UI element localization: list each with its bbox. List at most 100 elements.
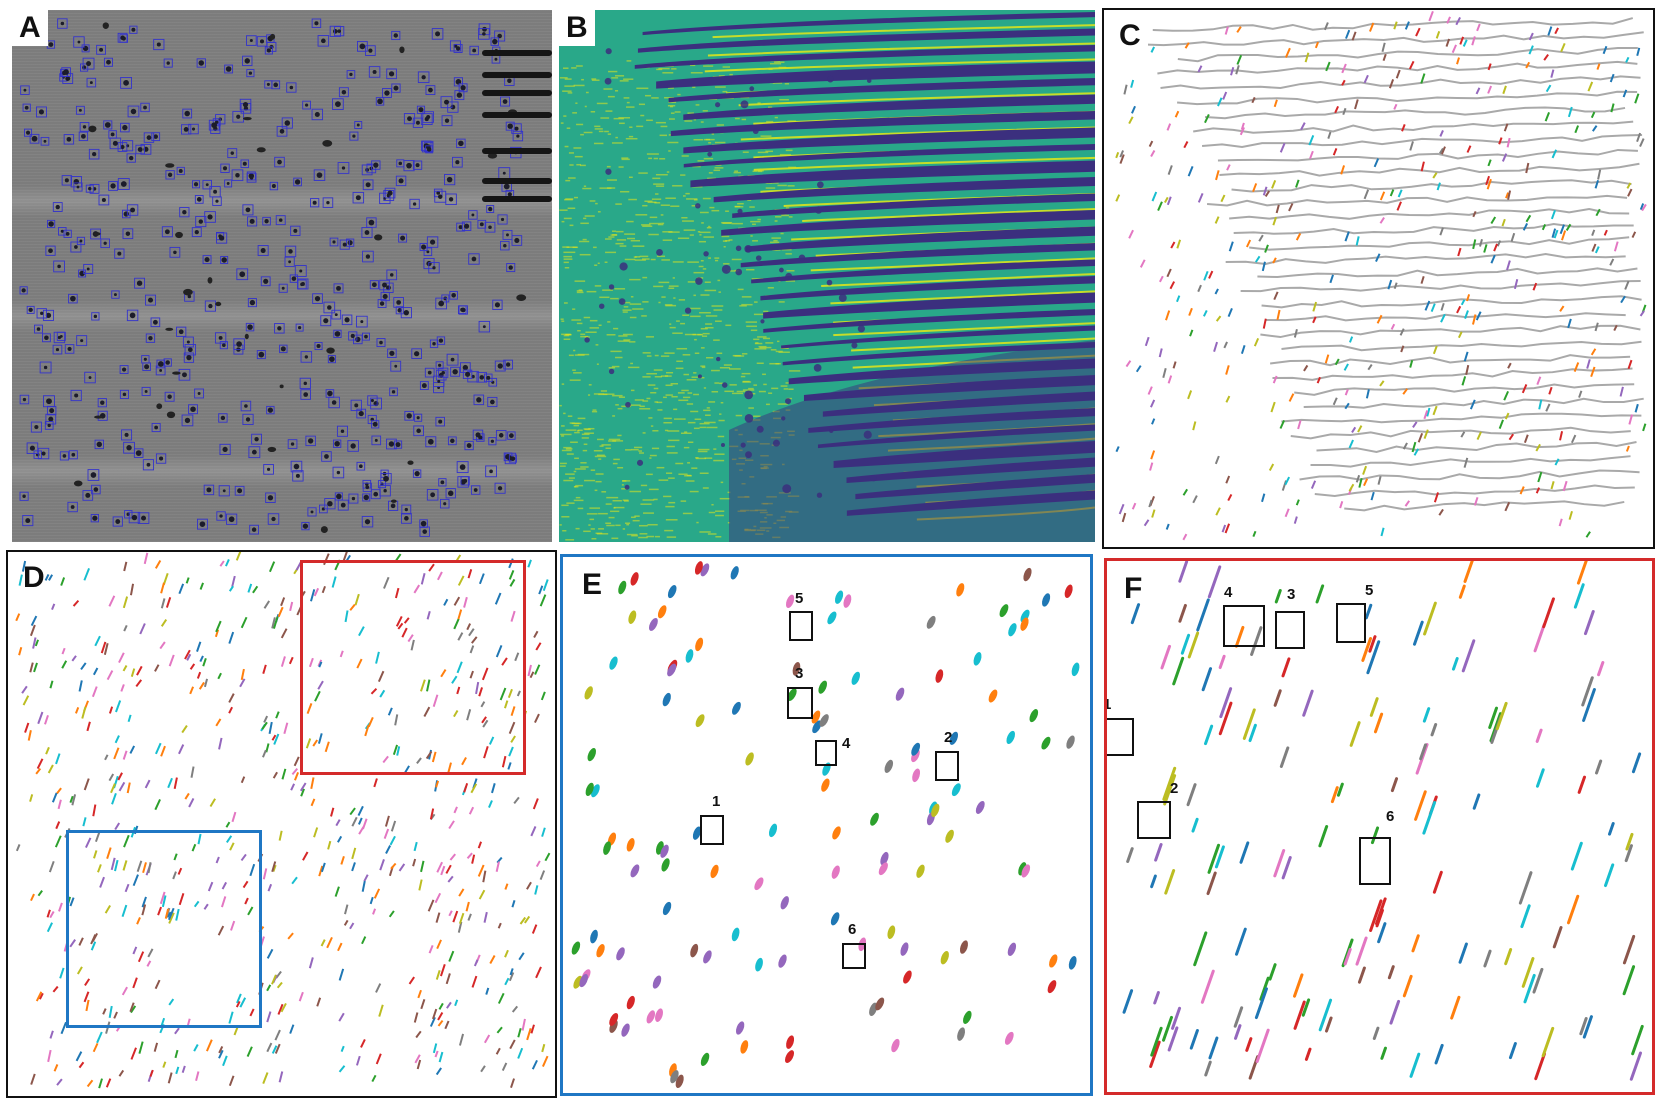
bright-speckle — [563, 334, 570, 337]
track-segment — [1446, 16, 1451, 24]
particle — [438, 372, 444, 378]
particle — [106, 59, 111, 65]
particle — [73, 178, 80, 185]
track-segment — [1150, 149, 1156, 157]
bright-speckle — [589, 518, 595, 521]
detection-box — [97, 398, 107, 408]
particle — [67, 346, 72, 352]
bright-speckle — [660, 204, 670, 206]
contour-line — [1219, 162, 1640, 177]
particle — [85, 492, 91, 498]
detection-box — [450, 366, 461, 377]
bright-speckle — [634, 259, 646, 261]
bright-speckle — [752, 223, 756, 226]
detection-box — [485, 465, 497, 478]
bright-speckle — [711, 209, 720, 212]
particle — [314, 21, 319, 26]
dark-dot — [695, 203, 701, 209]
particle — [131, 514, 138, 521]
bright-speckle — [615, 203, 622, 205]
bright-speckle — [699, 422, 710, 425]
track-segment — [471, 636, 478, 644]
detection-box — [445, 193, 457, 206]
track-segment — [1351, 31, 1357, 41]
bright-edge — [802, 207, 1095, 222]
track-segment — [1503, 390, 1510, 401]
track-blob — [646, 1010, 656, 1024]
track-segment — [1535, 728, 1543, 743]
particle — [497, 486, 503, 491]
bright-speckle — [669, 326, 676, 329]
bright-speckle — [574, 486, 579, 488]
track-segment — [1348, 483, 1355, 492]
bright-speckle — [719, 413, 722, 415]
track-segment — [49, 1030, 54, 1039]
bright-speckle — [630, 296, 634, 298]
particle — [459, 464, 466, 470]
track-segment — [1293, 1000, 1306, 1030]
bright-speckle — [642, 499, 655, 501]
track-segment — [1368, 635, 1377, 653]
bright-speckle — [666, 445, 675, 448]
track-segment — [267, 883, 273, 892]
particle — [365, 182, 371, 188]
track-segment — [277, 1003, 284, 1015]
bright-speckle — [702, 335, 708, 337]
particle — [167, 172, 173, 178]
particle — [243, 116, 252, 121]
detection-box — [470, 485, 481, 495]
dark-dot — [830, 290, 836, 296]
track-segment — [526, 1028, 532, 1041]
track-segment — [274, 1043, 281, 1054]
track-segment — [1387, 965, 1395, 980]
track-segment — [388, 910, 395, 918]
bright-speckle — [762, 337, 770, 340]
particle — [393, 85, 399, 91]
track-segment — [1184, 42, 1190, 49]
detection-box — [246, 172, 257, 183]
bright-speckle — [703, 409, 711, 412]
bright-speckle — [672, 261, 684, 263]
particle — [464, 223, 470, 229]
detection-box — [119, 365, 129, 375]
detection-box — [412, 469, 422, 478]
particle — [382, 282, 387, 288]
bright-speckle — [704, 281, 711, 283]
track-segment — [1370, 826, 1380, 845]
particle — [266, 467, 271, 471]
track-segment — [166, 911, 172, 918]
bright-speckle — [663, 421, 673, 424]
bright-speckle — [611, 537, 619, 540]
track-segment — [1135, 365, 1142, 373]
particle — [48, 248, 53, 254]
track-segment — [291, 876, 298, 885]
particle — [398, 178, 404, 184]
bright-speckle — [677, 93, 681, 96]
bright-speckle — [573, 499, 584, 502]
track-segment — [1164, 869, 1176, 895]
bright-speckle — [741, 118, 747, 121]
particle — [316, 172, 323, 178]
dark-stripe — [732, 193, 1095, 218]
detection-box — [361, 515, 374, 528]
track-segment — [1363, 74, 1369, 84]
bright-speckle — [573, 84, 585, 87]
track-segment — [57, 799, 62, 810]
detection-box — [256, 350, 266, 360]
bright-speckle — [667, 141, 679, 144]
detection-box — [477, 219, 487, 229]
detection-box — [248, 446, 261, 459]
detection-box — [140, 102, 150, 113]
detection-box — [129, 25, 138, 34]
track-segment — [499, 687, 507, 701]
bright-speckle — [680, 174, 686, 176]
dark-dot — [752, 128, 759, 135]
bright-speckle — [563, 251, 576, 254]
track-segment — [1343, 947, 1352, 966]
track-segment — [33, 662, 38, 673]
bright-speckle — [683, 229, 696, 231]
bright-speckle — [594, 125, 601, 128]
bright-speckle — [788, 216, 793, 218]
contour-line — [1257, 267, 1638, 279]
track-segment — [247, 906, 254, 916]
